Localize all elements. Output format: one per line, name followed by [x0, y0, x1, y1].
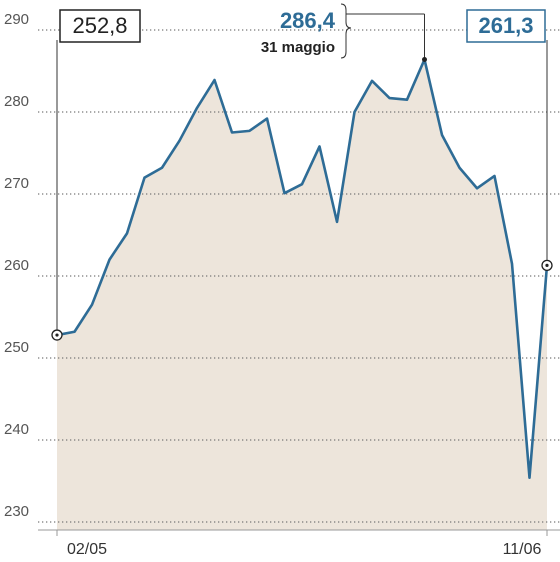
- brace: [340, 3, 352, 59]
- y-tick-label: 240: [4, 421, 29, 438]
- marker-dot: [545, 263, 549, 267]
- area: [57, 59, 547, 531]
- value-label: 252,8: [72, 13, 127, 38]
- y-tick-label: 270: [4, 175, 29, 192]
- marker-dot: [55, 333, 59, 337]
- value-label: 261,3: [478, 13, 533, 38]
- label-box: [466, 9, 546, 43]
- y-tick-label: 250: [4, 339, 29, 356]
- annotation: 31 maggio: [261, 39, 335, 56]
- x-tick-label: 02/05: [67, 541, 107, 558]
- label-box: [59, 9, 141, 43]
- x-tick-label: 11/06: [503, 541, 542, 558]
- y-tick-label: 290: [4, 11, 29, 28]
- line: [56, 58, 549, 480]
- marker: [422, 57, 427, 63]
- y-tick-label: 280: [4, 93, 29, 110]
- value-label: 286,4: [280, 8, 336, 33]
- y-tick-label: 260: [4, 257, 29, 274]
- y-tick-label: 230: [4, 503, 29, 520]
